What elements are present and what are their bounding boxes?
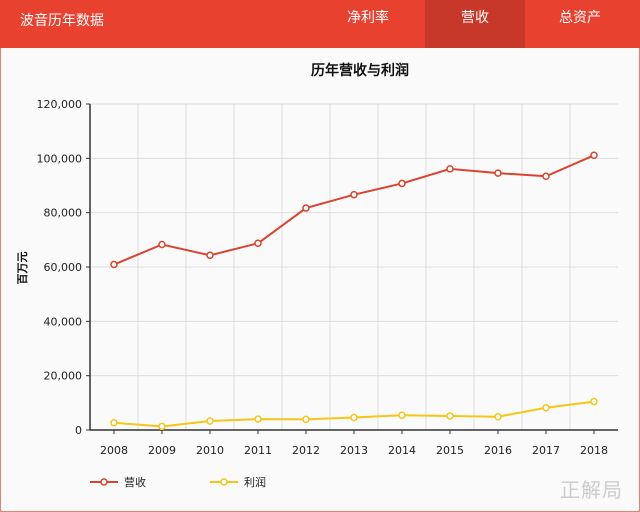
- x-tick-label: 2008: [100, 444, 128, 457]
- x-tick-label: 2014: [388, 444, 416, 457]
- legend-label: 利润: [244, 475, 266, 489]
- data-point: [542, 403, 550, 412]
- y-axis-label: 百万元: [16, 252, 29, 285]
- x-tick-label: 2013: [340, 444, 368, 457]
- data-point: [110, 418, 118, 427]
- y-tick-label: 20,000: [44, 370, 83, 383]
- data-point: [494, 412, 502, 421]
- chart-title: 历年营收与利润: [311, 63, 409, 79]
- watermark: 正解局: [560, 478, 623, 502]
- x-tick-label: 2018: [580, 444, 608, 457]
- x-tick-label: 2016: [484, 444, 512, 457]
- tab-total-assets[interactable]: 总资产: [559, 10, 601, 26]
- data-point: [494, 169, 502, 177]
- data-point: [302, 415, 310, 424]
- y-tick-label: 120,000: [37, 98, 83, 111]
- x-tick-label: 2015: [436, 444, 464, 457]
- y-tick-label: 60,000: [44, 261, 83, 274]
- x-tick-label: 2009: [148, 444, 176, 457]
- data-point: [446, 165, 454, 173]
- data-point: [398, 179, 406, 188]
- data-point: [158, 422, 166, 431]
- brand-title: 波音历年数据: [20, 13, 104, 29]
- data-point: [254, 239, 262, 248]
- y-tick-label: 0: [75, 424, 82, 437]
- data-point: [206, 417, 214, 425]
- data-point: [254, 415, 262, 423]
- data-point: [542, 172, 550, 181]
- x-tick-label: 2012: [292, 444, 320, 457]
- data-point: [350, 413, 358, 422]
- data-point: [590, 151, 598, 160]
- x-tick-label: 2010: [196, 444, 224, 457]
- legend-label: 营收: [124, 475, 146, 489]
- legend-marker: [220, 478, 228, 486]
- top-nav: 波音历年数据 净利率 营收 总资产: [0, 0, 640, 48]
- x-tick-label: 2011: [244, 444, 272, 457]
- tab-net-margin[interactable]: 净利率: [347, 10, 389, 26]
- x-tick-label: 2017: [532, 444, 560, 457]
- data-point: [110, 260, 118, 269]
- data-point: [302, 204, 310, 212]
- data-point: [350, 190, 358, 199]
- y-tick-label: 80,000: [44, 207, 83, 220]
- y-tick-label: 40,000: [44, 315, 83, 328]
- tab-revenue[interactable]: 营收: [425, 0, 525, 48]
- data-point: [446, 412, 454, 420]
- data-point: [158, 240, 166, 249]
- legend-marker: [100, 478, 108, 486]
- data-point: [206, 251, 214, 260]
- y-tick-label: 100,000: [37, 152, 83, 165]
- data-point: [590, 397, 598, 406]
- data-point: [398, 411, 406, 419]
